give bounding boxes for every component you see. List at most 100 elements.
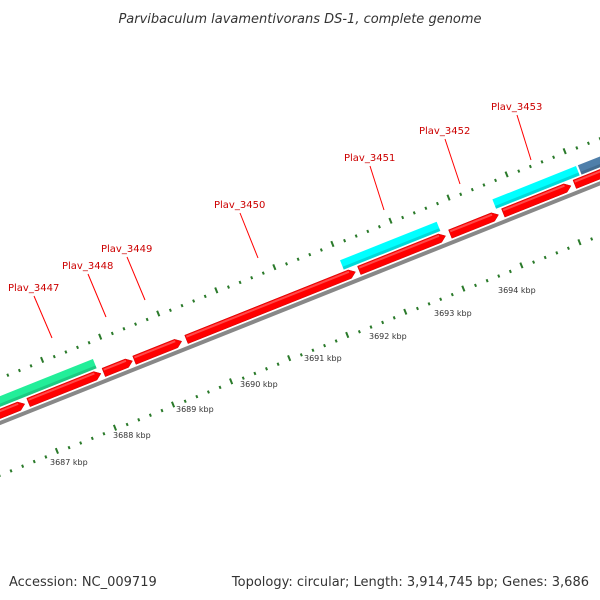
tick-mark (388, 217, 393, 224)
tick-mark (392, 316, 396, 320)
gene-arrow-highlight (103, 359, 127, 371)
tick-mark (319, 248, 323, 252)
tick-mark (532, 260, 536, 264)
tick-mark (461, 285, 466, 292)
tick-mark (134, 322, 138, 326)
tick-mark (354, 234, 358, 238)
tick-mark (54, 447, 59, 455)
tick-mark (226, 285, 230, 289)
tick-mark (459, 192, 463, 197)
tick-mark (218, 385, 222, 390)
gene-label-plav_3451[interactable]: Plav_3451 (344, 153, 395, 164)
tick-mark (102, 431, 106, 436)
tick-mark (76, 345, 79, 350)
tick-mark (265, 367, 268, 371)
tick-mark (67, 445, 71, 450)
tick-mark (424, 206, 428, 210)
tick-mark (504, 171, 509, 178)
tick-mark (64, 350, 68, 354)
tick-mark (272, 263, 277, 271)
tick-mark (296, 257, 300, 261)
tick-mark (17, 368, 21, 373)
gene-arrow (0, 401, 26, 419)
tick-mark (439, 297, 443, 302)
tick-mark (381, 320, 385, 325)
tick-mark (9, 469, 13, 473)
gene-arrow-highlight (0, 402, 19, 413)
tick-mark (261, 271, 265, 275)
feature-bar-shade (0, 365, 97, 407)
tick-mark (377, 225, 381, 229)
tick-mark (436, 201, 439, 206)
tick-mark (180, 303, 184, 308)
tick-mark (145, 317, 149, 322)
tick-mark (323, 343, 327, 348)
scale-label: 3694 kbp (498, 286, 536, 295)
tick-mark (214, 287, 219, 294)
tick-mark (586, 141, 590, 146)
tick-mark (203, 294, 207, 299)
tick-mark (285, 262, 289, 266)
tick-mark (308, 252, 312, 257)
gene-arrow (26, 371, 102, 407)
tick-mark (299, 353, 303, 357)
gene-arrow-highlight (574, 170, 600, 183)
tick-mark (575, 146, 579, 150)
tick-mark (183, 399, 187, 404)
tick-mark (566, 246, 570, 251)
scale-label: 3690 kbp (240, 380, 278, 389)
feature-bar (492, 166, 580, 209)
feature-bar (340, 221, 441, 270)
gene-label-plav_3452[interactable]: Plav_3452 (419, 126, 470, 137)
tick-mark (156, 310, 161, 317)
accession-text: Accession: NC_009719 (9, 575, 157, 590)
gene-label-plav_3450[interactable]: Plav_3450 (214, 200, 265, 211)
tick-mark (168, 308, 172, 313)
tick-mark (137, 418, 141, 422)
tick-mark (6, 373, 10, 377)
feature-bar (0, 358, 97, 407)
label-leader-line (516, 114, 532, 161)
tick-mark (577, 239, 582, 246)
gene-arrow-highlight (133, 340, 176, 359)
tick-mark (29, 364, 33, 368)
feature-bar-shade (580, 163, 600, 175)
tick-mark (485, 278, 489, 283)
gene-arrow-highlight (185, 270, 350, 338)
gene-label-plav_3448[interactable]: Plav_3448 (62, 261, 113, 272)
tick-mark (540, 160, 544, 164)
tick-mark (229, 378, 234, 385)
gene-label-plav_3449[interactable]: Plav_3449 (101, 244, 152, 255)
tick-mark (330, 240, 335, 248)
gene-label-plav_3447[interactable]: Plav_3447 (8, 283, 59, 294)
tick-mark (470, 187, 474, 192)
tick-mark (474, 283, 478, 288)
backbone-line (0, 181, 600, 426)
tick-mark (125, 422, 129, 427)
tick-mark (334, 339, 338, 343)
label-leader-line (33, 295, 53, 339)
tick-mark (345, 331, 350, 339)
tick-mark (21, 464, 25, 468)
tick-mark (98, 333, 103, 340)
tick-mark (543, 255, 547, 260)
label-leader-line (126, 256, 146, 301)
label-leader-line (369, 165, 385, 211)
gene-label-plav_3453[interactable]: Plav_3453 (491, 102, 542, 113)
tick-mark (148, 413, 152, 417)
scale-label: 3693 kbp (434, 309, 472, 318)
tick-mark (253, 371, 257, 376)
tick-mark (590, 237, 594, 241)
tick-mark (160, 408, 164, 413)
tick-mark (90, 436, 94, 441)
tick-mark (79, 441, 83, 445)
tick-mark (122, 327, 126, 331)
tick-mark (412, 211, 416, 215)
label-leader-line (444, 138, 461, 185)
tick-mark (482, 183, 486, 187)
gene-arrow (357, 233, 446, 275)
tick-mark (528, 164, 532, 169)
genome-summary-text: Topology: circular; Length: 3,914,745 bp… (231, 575, 589, 590)
